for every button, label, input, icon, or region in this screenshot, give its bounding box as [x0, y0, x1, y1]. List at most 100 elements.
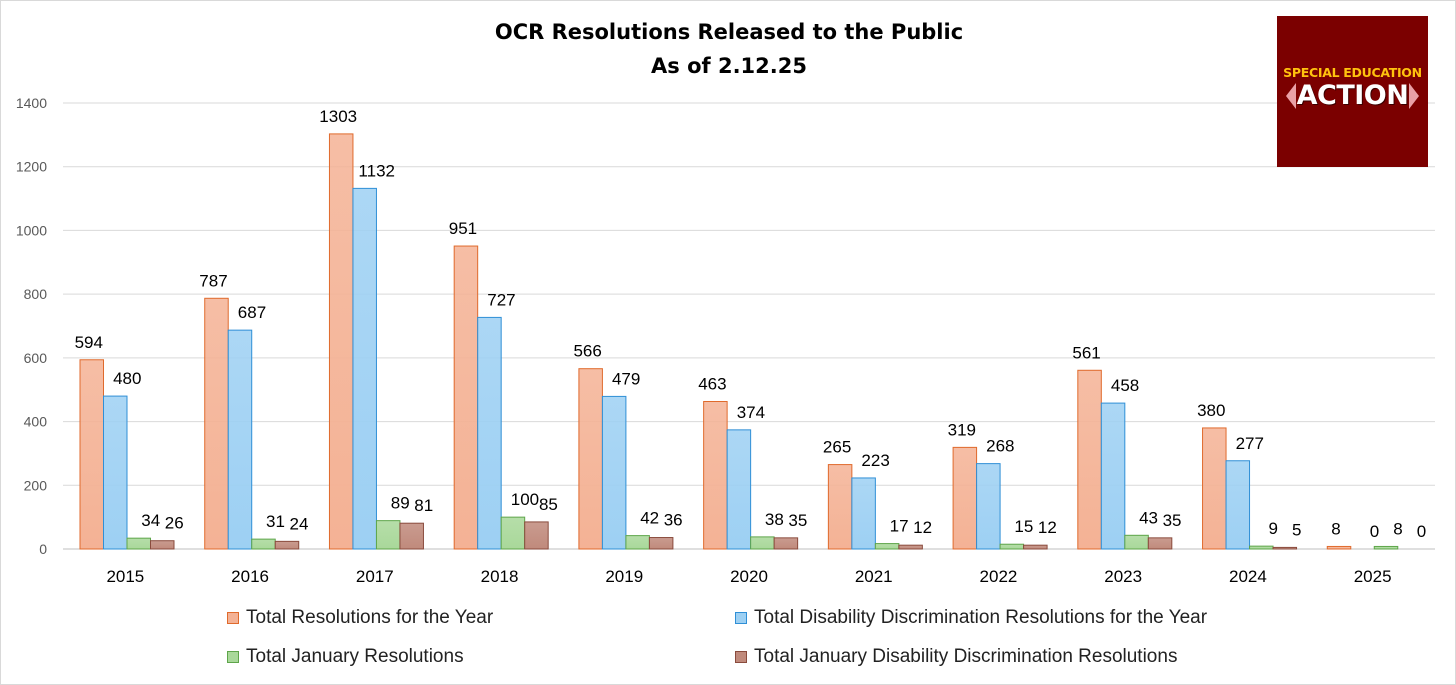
data-label-2025-series-3: 0	[1417, 522, 1426, 541]
bar-2016-series-3	[274, 540, 300, 550]
legend-item-disability-resolutions: Total Disability Discrimination Resoluti…	[735, 607, 1207, 629]
x-tick-label: 2016	[231, 567, 269, 586]
legend-swatch-total-resolutions	[227, 612, 239, 624]
logo-text-top: SPECIAL EDUCATION	[1283, 65, 1422, 80]
legend-swatch-january-resolutions	[227, 651, 239, 663]
data-label-2025-series-2: 8	[1393, 519, 1402, 538]
bar-2020-series-3	[773, 537, 799, 550]
bar-2018-series-3	[524, 521, 549, 550]
data-label-2016-series-1: 687	[238, 303, 266, 322]
data-label-2017-series-1: 1132	[358, 161, 395, 180]
bar-2019-series-0	[578, 368, 603, 550]
logo-right-arrow-icon	[1409, 83, 1420, 109]
bar-2015-series-3	[150, 540, 175, 550]
bar-2017-series-2	[375, 520, 401, 550]
data-label-2022-series-2: 15	[1014, 517, 1033, 536]
data-label-2019-series-3: 36	[664, 511, 683, 530]
data-label-2021-series-1: 223	[861, 451, 889, 470]
bar-2015-series-2	[126, 537, 151, 550]
y-tick-label: 1400	[16, 95, 47, 111]
data-label-2017-series-2: 89	[391, 494, 410, 513]
bar-2015-series-1	[103, 395, 128, 550]
bar-2018-series-1	[477, 316, 502, 550]
bar-2021-series-3	[898, 544, 923, 550]
x-tick-label: 2025	[1354, 567, 1392, 586]
data-label-2017-series-3: 81	[414, 496, 433, 515]
y-tick-label: 400	[24, 414, 48, 430]
bar-2016-series-1	[227, 329, 253, 550]
data-label-2023-series-1: 458	[1111, 376, 1139, 395]
chart-title: OCR Resolutions Released to the Public	[494, 20, 964, 44]
legend-label-january-resolutions: Total January Resolutions	[246, 646, 464, 667]
data-label-2015-series-3: 26	[165, 514, 184, 533]
data-label-2025-series-1: 0	[1370, 522, 1379, 541]
bar-2021-series-1	[851, 477, 876, 550]
data-label-2024-series-3: 5	[1292, 520, 1301, 539]
data-label-2016-series-3: 24	[290, 514, 309, 533]
data-label-2025-series-0: 8	[1331, 519, 1340, 538]
data-label-2024-series-2: 9	[1269, 519, 1278, 538]
x-tick-label: 2022	[980, 567, 1018, 586]
data-label-2015-series-0: 594	[75, 333, 103, 352]
bar-2022-series-3	[1023, 544, 1048, 550]
special-education-action-logo: SPECIAL EDUCATION ACTION	[1277, 16, 1428, 167]
y-tick-label: 0	[39, 541, 47, 557]
bar-2023-series-0	[1077, 369, 1102, 550]
bar-2018-series-2	[500, 516, 526, 550]
data-label-2022-series-3: 12	[1038, 518, 1057, 537]
legend-item-january-disability-resolutions: Total January Disability Discrimination …	[735, 646, 1177, 668]
bar-2024-series-2	[1249, 545, 1274, 550]
bar-2017-series-1	[352, 187, 377, 550]
x-tick-label: 2024	[1229, 567, 1267, 586]
bar-2022-series-0	[952, 446, 978, 550]
data-label-2018-series-3: 85	[539, 495, 558, 514]
bar-2016-series-0	[204, 297, 229, 550]
legend-label-total-resolutions: Total Resolutions for the Year	[246, 607, 494, 628]
data-label-2016-series-2: 31	[266, 512, 285, 531]
data-label-2024-series-1: 277	[1236, 434, 1264, 453]
bar-2024-series-3	[1272, 546, 1298, 550]
bar-2022-series-1	[976, 463, 1001, 550]
bar-2017-series-3	[399, 522, 424, 550]
bar-2020-series-1	[726, 429, 752, 550]
data-label-2015-series-1: 480	[113, 369, 141, 388]
y-tick-label: 1000	[16, 222, 47, 238]
data-label-2017-series-0: 1303	[319, 107, 357, 126]
bar-2023-series-3	[1147, 537, 1173, 550]
data-label-2019-series-2: 42	[640, 509, 659, 528]
bar-2021-series-2	[874, 543, 900, 550]
bar-2016-series-2	[251, 538, 276, 550]
bar-2020-series-0	[703, 401, 728, 550]
x-tick-label: 2019	[605, 567, 643, 586]
legend-label-disability-resolutions: Total Disability Discrimination Resoluti…	[754, 607, 1208, 628]
data-label-2020-series-0: 463	[698, 375, 726, 394]
bar-2025-series-2	[1373, 545, 1399, 550]
bar-2020-series-2	[750, 536, 775, 550]
data-label-2021-series-0: 265	[823, 438, 851, 457]
x-tick-label: 2017	[356, 567, 394, 586]
bar-2015-series-0	[79, 359, 104, 550]
data-label-2018-series-0: 951	[449, 219, 477, 238]
data-label-2016-series-0: 787	[199, 271, 227, 290]
x-tick-label: 2018	[481, 567, 519, 586]
data-label-2023-series-2: 43	[1139, 508, 1158, 527]
x-tick-label: 2023	[1104, 567, 1142, 586]
data-label-2024-series-0: 380	[1197, 401, 1225, 420]
chart-subtitle: As of 2.12.25	[651, 54, 807, 78]
bar-2019-series-1	[601, 395, 627, 550]
bar-2018-series-0	[453, 245, 479, 550]
y-tick-label: 200	[24, 477, 48, 493]
bar-2021-series-0	[827, 464, 853, 550]
data-label-2020-series-2: 38	[765, 510, 784, 529]
data-label-2022-series-0: 319	[948, 420, 976, 439]
y-tick-label: 1200	[16, 159, 47, 175]
bar-2023-series-2	[1124, 534, 1149, 550]
data-label-2015-series-2: 34	[141, 511, 160, 530]
logo-text-bottom: ACTION	[1296, 80, 1409, 111]
logo-row: ACTION	[1285, 80, 1420, 111]
x-tick-label: 2015	[106, 567, 144, 586]
bar-2019-series-3	[648, 537, 674, 550]
legend-swatch-january-disability-resolutions	[735, 651, 747, 663]
